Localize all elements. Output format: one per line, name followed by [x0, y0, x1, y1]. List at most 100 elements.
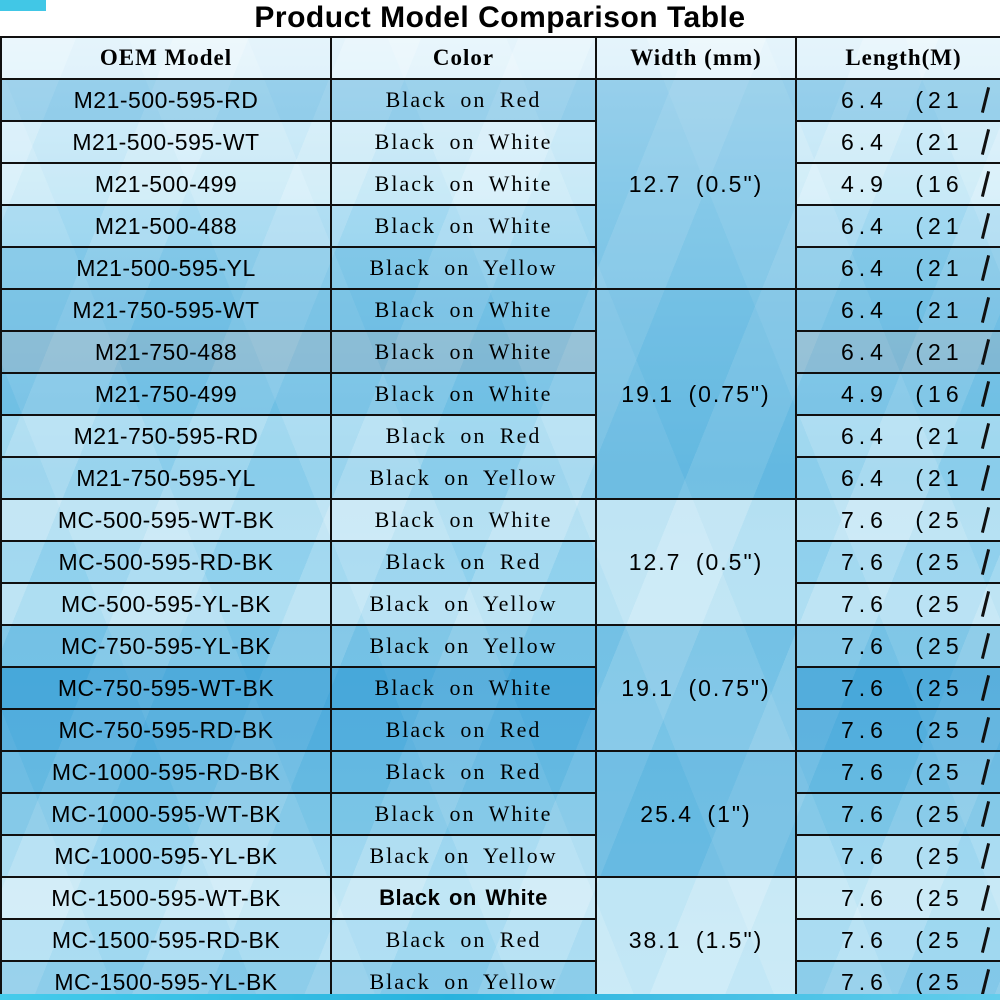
model-cell: M21-750-595-WT	[0, 288, 332, 332]
length-cell: 6.4 (21	[795, 414, 1000, 458]
comparison-table: OEM Model Color Width (mm) Length(M) M21…	[0, 36, 1000, 1000]
color-cell: Black on White	[330, 288, 597, 332]
table-row: MC-500-595-RD-BK Black on Red 7.6 (25	[0, 540, 1000, 584]
table-row: M21-750-499 Black on White 4.9 (16	[0, 372, 1000, 416]
color-cell: Black on Red	[330, 708, 597, 752]
length-cell: 7.6 (25	[795, 582, 1000, 626]
length-cell: 6.4 (21	[795, 330, 1000, 374]
model-cell: MC-1000-595-YL-BK	[0, 834, 332, 878]
model-cell: M21-500-595-RD	[0, 78, 332, 122]
length-cell: 6.4 (21	[795, 456, 1000, 500]
width-cell: 38.1 (1.5")	[595, 876, 797, 1000]
color-cell: Black on Red	[330, 918, 597, 962]
color-cell: Black on Yellow	[330, 246, 597, 290]
model-cell: M21-500-488	[0, 204, 332, 248]
table-row: M21-750-595-WT Black on White 19.1 (0.75…	[0, 288, 1000, 500]
table-row: MC-500-595-WT-BK Black on White 12.7 (0.…	[0, 498, 1000, 626]
header-width: Width (mm)	[595, 36, 797, 80]
color-cell: Black on White	[330, 372, 597, 416]
header-color: Color	[330, 36, 597, 80]
color-cell: Black on White	[330, 330, 597, 374]
length-cell: 7.6 (25	[795, 624, 1000, 668]
table-row: M21-500-595-WT Black on White 6.4 (21	[0, 120, 1000, 164]
model-cell: M21-500-499	[0, 162, 332, 206]
table-row: MC-1000-595-RD-BK Black on Red 25.4 (1")…	[0, 750, 1000, 878]
length-cell: 6.4 (21	[795, 246, 1000, 290]
color-cell: Black on White	[330, 666, 597, 710]
table-row: MC-1500-595-YL-BK Black on Yellow 7.6 (2…	[0, 960, 1000, 1000]
length-cell: 7.6 (25	[795, 876, 1000, 920]
length-cell: 7.6 (25	[795, 666, 1000, 710]
model-cell: MC-500-595-RD-BK	[0, 540, 332, 584]
table-row: M21-500-499 Black on White 4.9 (16	[0, 162, 1000, 206]
model-cell: M21-500-595-WT	[0, 120, 332, 164]
color-cell: Black on Yellow	[330, 624, 597, 668]
color-cell: Black on White	[330, 162, 597, 206]
color-cell: Black on White	[330, 120, 597, 164]
length-cell: 7.6 (25	[795, 918, 1000, 962]
model-cell: MC-1000-595-RD-BK	[0, 750, 332, 794]
model-cell: M21-750-488	[0, 330, 332, 374]
table-row: M21-500-595-YL Black on Yellow 6.4 (21	[0, 246, 1000, 290]
model-cell: MC-1500-595-YL-BK	[0, 960, 332, 1000]
model-cell: MC-500-595-YL-BK	[0, 582, 332, 626]
length-cell: 4.9 (16	[795, 372, 1000, 416]
length-cell: 6.4 (21	[795, 120, 1000, 164]
model-cell: MC-750-595-YL-BK	[0, 624, 332, 668]
table-row: MC-750-595-YL-BK Black on Yellow 19.1 (0…	[0, 624, 1000, 752]
table-row: MC-1000-595-WT-BK Black on White 7.6 (25	[0, 792, 1000, 836]
model-cell: MC-1500-595-WT-BK	[0, 876, 332, 920]
corner-accent	[0, 0, 46, 11]
bottom-accent	[0, 994, 1000, 1000]
header-oem-model: OEM Model	[0, 36, 332, 80]
color-cell: Black on Red	[330, 750, 597, 794]
table-row: MC-1500-595-RD-BK Black on Red 7.6 (25	[0, 918, 1000, 962]
header-length: Length(M)	[795, 36, 1000, 80]
length-cell: 7.6 (25	[795, 750, 1000, 794]
color-cell: Black on Yellow	[330, 582, 597, 626]
color-cell: Black on White	[330, 498, 597, 542]
color-cell: Black on Yellow	[330, 960, 597, 1000]
table-row: M21-750-595-YL Black on Yellow 6.4 (21	[0, 456, 1000, 500]
model-cell: MC-1500-595-RD-BK	[0, 918, 332, 962]
width-cell: 19.1 (0.75")	[595, 288, 797, 500]
color-cell: Black on White	[330, 204, 597, 248]
width-cell: 25.4 (1")	[595, 750, 797, 878]
width-cell: 12.7 (0.5")	[595, 78, 797, 290]
color-cell: Black on Red	[330, 540, 597, 584]
length-cell: 6.4 (21	[795, 78, 1000, 122]
length-cell: 7.6 (25	[795, 834, 1000, 878]
model-cell: M21-500-595-YL	[0, 246, 332, 290]
color-cell: Black on Yellow	[330, 834, 597, 878]
title-bar: Product Model Comparison Table	[0, 0, 1000, 36]
model-cell: MC-1000-595-WT-BK	[0, 792, 332, 836]
table-row: M21-750-595-RD Black on Red 6.4 (21	[0, 414, 1000, 458]
table-body: M21-500-595-RD Black on Red 12.7 (0.5") …	[0, 78, 1000, 1000]
model-cell: MC-750-595-RD-BK	[0, 708, 332, 752]
color-cell: Black on White	[330, 876, 597, 920]
model-cell: M21-750-595-YL	[0, 456, 332, 500]
length-cell: 7.6 (25	[795, 498, 1000, 542]
table-row: MC-750-595-WT-BK Black on White 7.6 (25	[0, 666, 1000, 710]
color-cell: Black on White	[330, 792, 597, 836]
table-row: MC-1000-595-YL-BK Black on Yellow 7.6 (2…	[0, 834, 1000, 878]
length-cell: 7.6 (25	[795, 960, 1000, 1000]
model-cell: MC-500-595-WT-BK	[0, 498, 332, 542]
table-row: M21-750-488 Black on White 6.4 (21	[0, 330, 1000, 374]
length-cell: 4.9 (16	[795, 162, 1000, 206]
model-cell: M21-750-595-RD	[0, 414, 332, 458]
table-row: MC-1500-595-WT-BK Black on White 38.1 (1…	[0, 876, 1000, 1000]
length-cell: 7.6 (25	[795, 708, 1000, 752]
length-cell: 7.6 (25	[795, 540, 1000, 584]
width-cell: 12.7 (0.5")	[595, 498, 797, 626]
color-cell: Black on Red	[330, 414, 597, 458]
header-row: OEM Model Color Width (mm) Length(M)	[0, 36, 1000, 80]
table-header: OEM Model Color Width (mm) Length(M)	[0, 36, 1000, 80]
page-title: Product Model Comparison Table	[254, 1, 746, 34]
color-cell: Black on Red	[330, 78, 597, 122]
length-cell: 6.4 (21	[795, 204, 1000, 248]
table-row: M21-500-595-RD Black on Red 12.7 (0.5") …	[0, 78, 1000, 290]
table-row: MC-500-595-YL-BK Black on Yellow 7.6 (25	[0, 582, 1000, 626]
table-row: M21-500-488 Black on White 6.4 (21	[0, 204, 1000, 248]
